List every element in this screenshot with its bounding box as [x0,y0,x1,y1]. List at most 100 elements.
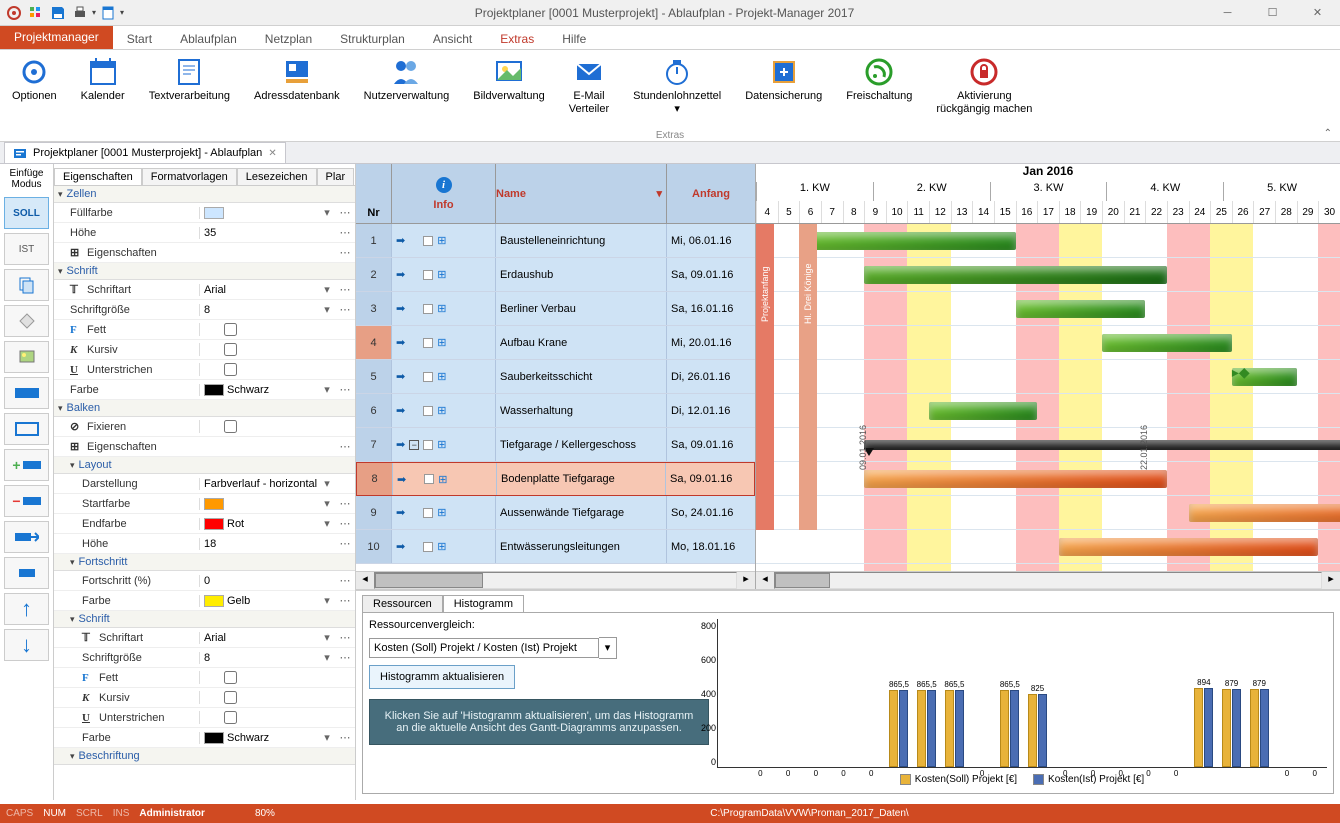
gantt-timeline-hscroll[interactable]: ◂ ▸ [756,571,1340,589]
gantt-row[interactable]: 4➡⊞Aufbau KraneMi, 20.01.16 [356,326,755,360]
gantt-bar[interactable] [929,402,1037,420]
qat-print-icon[interactable] [70,3,90,23]
prop-row[interactable]: K Kursiv [54,340,355,360]
prop-row[interactable]: Fortschritt (%)0⋯ [54,571,355,591]
rail-soll-button[interactable]: SOLL [4,197,49,229]
maximize-button[interactable]: ☐ [1250,0,1295,26]
prop-row[interactable]: ⊞ Eigenschaften⋯ [54,243,355,263]
gantt-row[interactable]: 7➡−⊞Tiefgarage / KellergeschossSa, 09.01… [356,428,755,462]
prop-row[interactable]: ⊞ Eigenschaften⋯ [54,437,355,457]
rail-tool-image[interactable] [4,341,49,373]
prop-row[interactable]: FarbeGelb▾⋯ [54,591,355,611]
gantt-row[interactable]: 9➡⊞Aussenwände TiefgarageSo, 24.01.16 [356,496,755,530]
prop-row[interactable]: Höhe35⋯ [54,223,355,243]
prop-row[interactable]: Startfarbe▾⋯ [54,494,355,514]
rail-tool-link-both[interactable] [4,557,49,589]
prop-section-beschriftung[interactable]: ▾ Beschriftung [54,748,355,765]
sort-icon[interactable]: ▾ [656,187,662,200]
gantt-bar[interactable] [864,470,1167,488]
close-button[interactable]: ✕ [1295,0,1340,26]
doc-tab-close-icon[interactable]: ✕ [268,148,276,159]
gantt-bar-row[interactable] [756,224,1340,258]
prop-section-balken[interactable]: ▾ Balken [54,400,355,417]
col-name[interactable]: Name ▾ [496,164,667,223]
ribbon-expand-icon[interactable]: ⌃ [1324,128,1332,139]
panel-tab-eigenschaften[interactable]: Eigenschaften [54,168,142,185]
gantt-row[interactable]: 3➡⊞Berliner VerbauSa, 16.01.16 [356,292,755,326]
ribbon-email[interactable]: E-Mail Verteiler [557,54,621,141]
qat-doc-icon[interactable] [98,3,118,23]
prop-row[interactable]: DarstellungFarbverlauf - horizontal▾ [54,474,355,494]
gantt-bar-row[interactable] [756,496,1340,530]
rail-tool-remove[interactable]: − [4,485,49,517]
gantt-bar[interactable] [1016,300,1146,318]
prop-row[interactable]: Schriftgröße8▾⋯ [54,648,355,668]
ribbon-aktivierung[interactable]: Aktivierung rückgängig machen [924,54,1044,141]
qat-app-icon[interactable] [4,3,24,23]
ribbon-stundenlohnzettel[interactable]: Stundenlohnzettel ▾ [621,54,733,141]
prop-row[interactable]: FarbeSchwarz▾⋯ [54,728,355,748]
rail-tool-up[interactable]: ↑ [4,593,49,625]
gantt-bar-row[interactable] [756,462,1340,496]
gantt-row[interactable]: 2➡⊞ErdaushubSa, 09.01.16 [356,258,755,292]
prop-row[interactable]: F Fett [54,320,355,340]
resource-compare-select[interactable]: Kosten (Soll) Projekt / Kosten (Ist) Pro… [369,638,599,658]
gantt-bar[interactable] [1102,334,1232,352]
ribbon-freischaltung[interactable]: Freischaltung [834,54,924,141]
prop-row[interactable]: Schriftgröße8▾⋯ [54,300,355,320]
prop-section-schrift[interactable]: ▾ Schrift [54,611,355,628]
minimize-button[interactable]: ─ [1205,0,1250,26]
panel-tab-plar[interactable]: Plar [317,168,355,185]
panel-tab-formatvorlagen[interactable]: Formatvorlagen [142,168,237,185]
gantt-table-hscroll[interactable]: ◂ ▸ [356,571,755,589]
ribbon-bildverwaltung[interactable]: Bildverwaltung [461,54,557,141]
menu-tab-strukturplan[interactable]: Strukturplan [326,26,419,49]
gantt-bar-row[interactable]: ▸◆ [756,360,1340,394]
rail-tool-diamond[interactable] [4,305,49,337]
menu-tab-start[interactable]: Start [113,26,166,49]
qat-dropdown-icon[interactable]: ▾ [92,8,96,17]
rail-tool-bar2[interactable] [4,413,49,445]
prop-row[interactable]: Füllfarbe▾⋯ [54,203,355,223]
gantt-bar-row[interactable]: ProjektanfangHl. Drei Könige09.01.201622… [756,530,1340,564]
prop-row[interactable]: EndfarbeRot▾⋯ [54,514,355,534]
prop-row[interactable]: K Kursiv [54,688,355,708]
document-tab[interactable]: Projektplaner [0001 Musterprojekt] - Abl… [4,142,286,163]
col-nr[interactable]: Nr [356,164,392,223]
property-grid[interactable]: ▾ ZellenFüllfarbe▾⋯Höhe35⋯⊞ Eigenschafte… [54,186,355,800]
gantt-row[interactable]: 5➡⊞SauberkeitsschichtDi, 26.01.16 [356,360,755,394]
gantt-bar[interactable] [864,266,1167,284]
qat-save-icon[interactable] [48,3,68,23]
menu-tab-extras[interactable]: Extras [486,26,548,49]
bottom-tab-histogramm[interactable]: Histogramm [443,595,524,612]
prop-row[interactable]: U Unterstrichen [54,708,355,728]
rail-tool-add[interactable]: + [4,449,49,481]
update-histogram-button[interactable]: Histogramm aktualisieren [369,665,515,689]
prop-section-layout[interactable]: ▾ Layout [54,457,355,474]
prop-row[interactable]: U Unterstrichen [54,360,355,380]
gantt-row[interactable]: 10➡⊞EntwässerungsleitungenMo, 18.01.16 [356,530,755,564]
gantt-bar-row[interactable] [756,258,1340,292]
menu-tab-hilfe[interactable]: Hilfe [548,26,600,49]
ribbon-datensicherung[interactable]: Datensicherung [733,54,834,141]
prop-row[interactable]: Höhe18⋯ [54,534,355,554]
gantt-bar-row[interactable] [756,326,1340,360]
rail-ist-button[interactable]: IST [4,233,49,265]
gantt-bar[interactable] [864,440,1340,450]
gantt-bar-row[interactable] [756,428,1340,462]
rail-tool-copy[interactable] [4,269,49,301]
panel-tab-lesezeichen[interactable]: Lesezeichen [237,168,317,185]
gantt-row[interactable]: 8➡⊞Bodenplatte TiefgarageSa, 09.01.16 [356,462,755,496]
ribbon-nutzerverwaltung[interactable]: Nutzerverwaltung [352,54,462,141]
ribbon-kalender[interactable]: Kalender [69,54,137,141]
prop-row[interactable]: ⊘ Fixieren [54,417,355,437]
col-anfang[interactable]: Anfang [667,164,755,223]
ribbon-adressdatenbank[interactable]: Adressdatenbank [242,54,352,141]
prop-section-zellen[interactable]: ▾ Zellen [54,186,355,203]
gantt-bar-row[interactable] [756,292,1340,326]
prop-section-fortschritt[interactable]: ▾ Fortschritt [54,554,355,571]
menu-tab-ansicht[interactable]: Ansicht [419,26,486,49]
gantt-bar-row[interactable] [756,394,1340,428]
col-info[interactable]: i Info [392,164,496,223]
file-menu[interactable]: Projektmanager [0,26,113,49]
